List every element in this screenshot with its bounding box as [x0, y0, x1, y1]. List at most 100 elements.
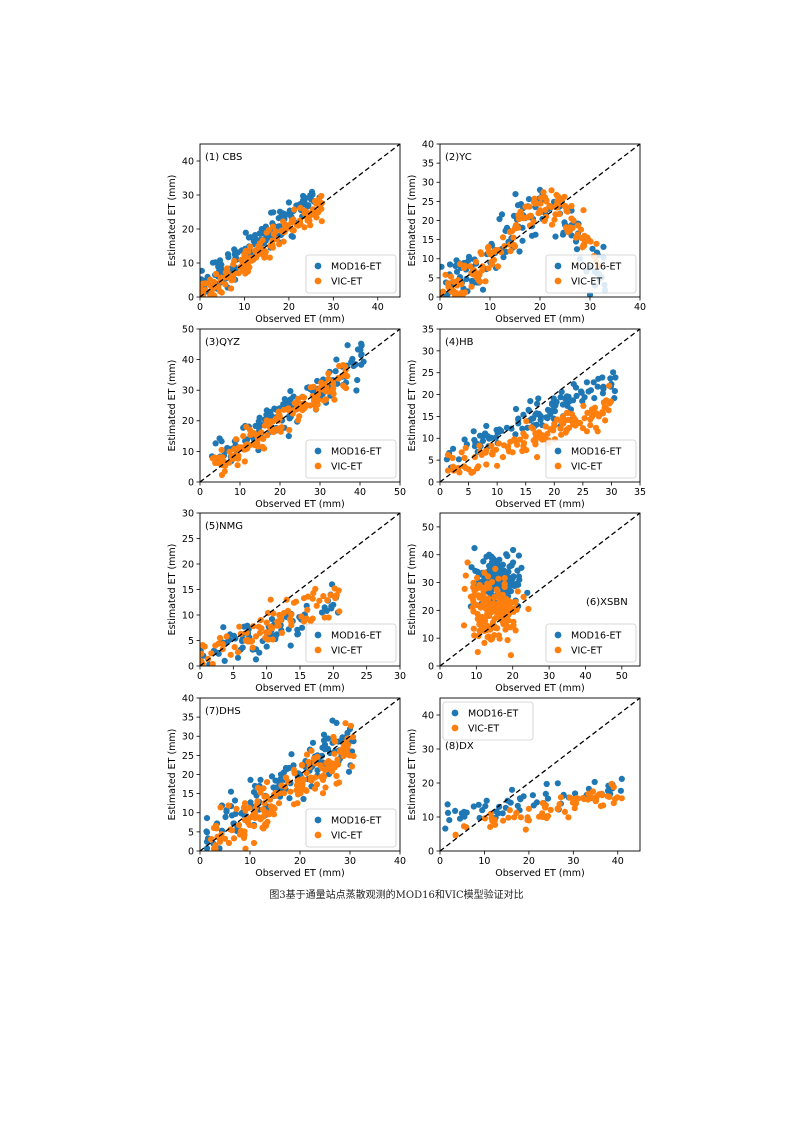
panel-label: (3)QYZ	[205, 337, 240, 348]
mod16-point	[452, 807, 459, 815]
vic-point	[311, 785, 319, 792]
mod16-point	[514, 202, 522, 209]
vic-point	[554, 416, 561, 423]
vic-point	[494, 462, 501, 469]
y-tick-label: 30	[422, 744, 434, 755]
vic-point	[460, 823, 468, 830]
vic-point	[308, 747, 315, 754]
vic-point	[470, 625, 477, 632]
x-tick-label: 0	[197, 856, 203, 867]
vic-point	[510, 234, 517, 241]
vic-point	[571, 805, 578, 812]
vic-point	[566, 794, 573, 801]
mod16-point	[212, 440, 219, 447]
vic-point	[444, 280, 452, 287]
vic-point	[500, 620, 507, 628]
vic-point	[440, 288, 447, 295]
y-tick-label: 30	[422, 178, 434, 189]
mod16-point	[287, 388, 294, 395]
mod16-point	[517, 796, 524, 803]
vic-point	[291, 400, 298, 407]
vic-point	[499, 234, 507, 241]
vic-point	[569, 799, 577, 806]
mod16-point	[591, 778, 598, 786]
y-tick-label: 5	[188, 636, 194, 647]
y-tick-label: 20	[422, 778, 434, 789]
vic-point	[336, 608, 343, 615]
legend: MOD16-ET VIC-ET	[305, 254, 397, 294]
vic-point	[263, 779, 271, 786]
x-axis-label: Observed ET (mm)	[495, 314, 584, 325]
vic-point	[563, 409, 571, 416]
vic-point	[278, 227, 285, 234]
vic-point	[297, 783, 304, 790]
vic-point	[470, 579, 477, 586]
mod16-point	[527, 398, 534, 405]
vic-point	[231, 644, 238, 651]
y-axis-label: Estimated ET (mm)	[407, 360, 418, 452]
vic-point	[307, 222, 314, 229]
scatter-panel-3: 0 10 20 30 40 50 0 10 20 30 40 50 Observed ET (mm) Es…	[167, 324, 406, 510]
y-axis-label: Estimated ET (mm)	[167, 360, 178, 452]
mod16-point	[525, 196, 533, 203]
x-tick-label: 20	[523, 856, 535, 867]
vic-point	[257, 789, 264, 796]
mod16-point	[280, 210, 287, 217]
mod16-point	[548, 401, 556, 408]
vic-point	[542, 423, 549, 430]
y-tick-label: 40	[422, 139, 434, 150]
mod16-point	[515, 420, 522, 427]
vic-point	[592, 797, 600, 805]
vic-point	[442, 271, 449, 278]
x-tick-label: 0	[197, 487, 203, 498]
mod16-point	[559, 231, 567, 238]
vic-point	[269, 223, 276, 230]
mod16-point	[496, 568, 503, 576]
vic-point	[250, 839, 258, 847]
x-tick-label: 40	[354, 487, 366, 498]
vic-point	[608, 780, 615, 788]
mod16-point	[234, 654, 242, 661]
y-tick-label: 30	[182, 508, 194, 519]
vic-point	[468, 283, 475, 290]
vic-point	[211, 292, 218, 297]
plot-frame	[199, 328, 401, 483]
mod16-point	[561, 219, 568, 226]
mod16-point	[498, 211, 506, 218]
vic-point	[235, 821, 243, 829]
one-to-one-line	[199, 328, 401, 483]
vic-point	[532, 430, 539, 437]
vic-point	[342, 385, 350, 392]
vic-point	[300, 618, 308, 625]
mod16-point	[345, 768, 353, 775]
vic-point	[487, 810, 494, 818]
legend-label: MOD16-ET	[468, 709, 519, 720]
vic-point	[225, 802, 232, 809]
mod16-point	[488, 434, 495, 441]
vic-point	[320, 593, 327, 600]
vic-point	[241, 458, 248, 465]
vic-point	[474, 465, 481, 472]
vic-point	[333, 780, 340, 787]
mod16-point	[516, 576, 523, 583]
mod16-point	[486, 562, 493, 570]
vic-point	[462, 572, 469, 579]
vic-legend-marker	[314, 831, 322, 839]
vic-point	[334, 761, 342, 768]
vic-point	[275, 622, 282, 629]
vic-point	[310, 755, 318, 762]
vic-point	[499, 593, 506, 601]
mod16-point	[610, 369, 617, 376]
mod16-point	[216, 435, 223, 442]
mod16-point	[496, 215, 503, 223]
vic-point	[580, 241, 587, 249]
vic-point	[481, 569, 488, 576]
vic-point	[519, 447, 526, 455]
mod16-point	[450, 445, 457, 452]
vic-point	[536, 434, 543, 441]
vic-point	[246, 442, 253, 449]
vic-point	[241, 828, 248, 835]
mod16-point	[544, 795, 552, 802]
y-tick-label: 0	[428, 477, 434, 488]
vic-point	[470, 597, 477, 604]
